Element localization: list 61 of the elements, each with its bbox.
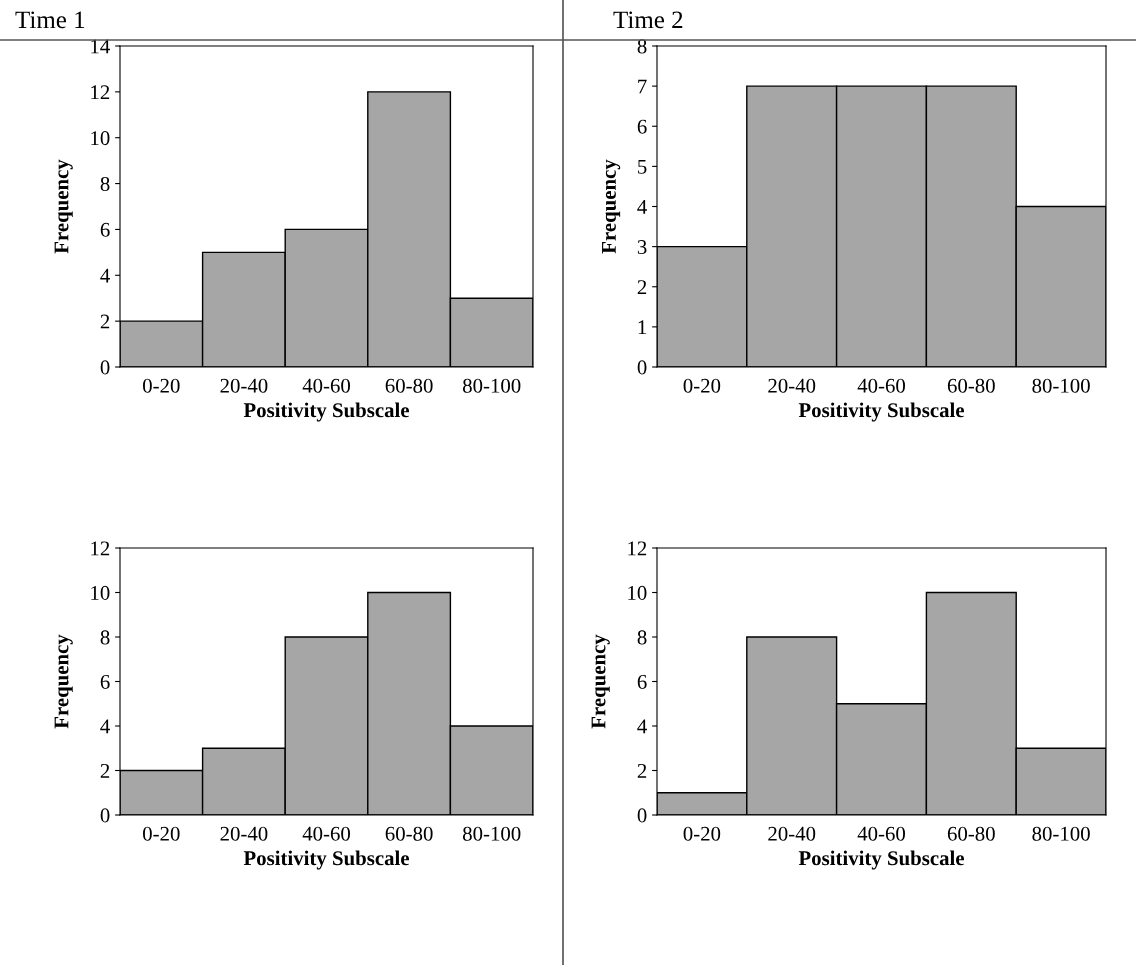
- y-tick-label: 6: [637, 119, 647, 134]
- y-tick-label: 4: [637, 719, 647, 734]
- y-tick-label: 10: [91, 131, 110, 146]
- y-tick-label: 10: [628, 585, 647, 600]
- y-tick-label: 0: [100, 360, 110, 375]
- y-tick-label: 6: [100, 674, 110, 689]
- y-axis-title: Frequency: [602, 159, 621, 254]
- x-axis-title: Positivity Subscale: [798, 850, 965, 870]
- x-tick-label: 40-60: [302, 826, 351, 841]
- chart-title: Time 1: [15, 11, 85, 29]
- y-tick-label: 12: [91, 85, 110, 100]
- y-tick-label: 0: [100, 808, 110, 823]
- y-tick-label: 2: [100, 763, 110, 778]
- x-tick-label: 20-40: [768, 378, 816, 393]
- x-tick-label: 0-20: [683, 826, 721, 841]
- x-axis-title: Positivity Subscale: [243, 402, 410, 422]
- y-tick-label: 2: [100, 314, 110, 329]
- y-tick-label: 10: [91, 585, 110, 600]
- x-axis-title: Positivity Subscale: [243, 850, 410, 870]
- x-axis-title: Positivity Subscale: [798, 402, 965, 422]
- y-tick-label: 2: [637, 280, 647, 294]
- y-tick-label: 0: [637, 808, 647, 823]
- y-tick-label: 4: [100, 719, 110, 734]
- y-tick-label: 3: [637, 240, 647, 255]
- y-tick-label: 1: [638, 320, 647, 335]
- x-tick-label: 40-60: [857, 826, 906, 841]
- y-tick-label: 6: [637, 674, 647, 689]
- chart-title: Time 2: [613, 11, 683, 29]
- x-tick-label: 60-80: [385, 378, 433, 393]
- y-tick-label: 7: [638, 79, 647, 94]
- x-tick-label: 60-80: [947, 826, 995, 841]
- y-tick-label: 8: [637, 630, 647, 645]
- x-tick-label: 60-80: [385, 826, 433, 841]
- x-tick-label: 20-40: [768, 826, 816, 841]
- y-tick-label: 12: [91, 541, 110, 556]
- x-tick-label: 0-20: [143, 378, 180, 393]
- x-tick-label: 80-100: [1032, 826, 1090, 841]
- y-tick-label: 5: [638, 159, 647, 174]
- x-tick-label: 80-100: [1032, 378, 1090, 393]
- y-tick-label: 14: [91, 39, 110, 54]
- x-tick-label: 0-20: [683, 378, 721, 393]
- y-tick-label: 8: [100, 630, 110, 645]
- y-tick-label: 4: [637, 200, 647, 214]
- x-tick-label: 20-40: [220, 378, 268, 393]
- y-tick-label: 6: [100, 222, 110, 237]
- x-tick-label: 80-100: [462, 826, 521, 841]
- x-tick-label: 0-20: [143, 826, 180, 841]
- y-axis-title: Frequency: [54, 159, 73, 254]
- y-tick-label: 2: [637, 763, 647, 778]
- y-tick-label: 0: [637, 360, 647, 375]
- x-tick-label: 80-100: [462, 378, 521, 393]
- y-tick-label: 8: [637, 39, 647, 54]
- y-tick-label: 4: [100, 268, 110, 283]
- y-axis-title: Frequency: [591, 634, 610, 729]
- x-tick-label: 20-40: [220, 826, 268, 841]
- y-tick-label: 8: [100, 176, 110, 191]
- x-tick-label: 40-60: [857, 378, 906, 393]
- x-tick-label: 40-60: [302, 378, 351, 393]
- y-tick-label: 12: [628, 541, 647, 556]
- x-tick-label: 60-80: [947, 378, 995, 393]
- y-axis-title: Frequency: [54, 634, 73, 729]
